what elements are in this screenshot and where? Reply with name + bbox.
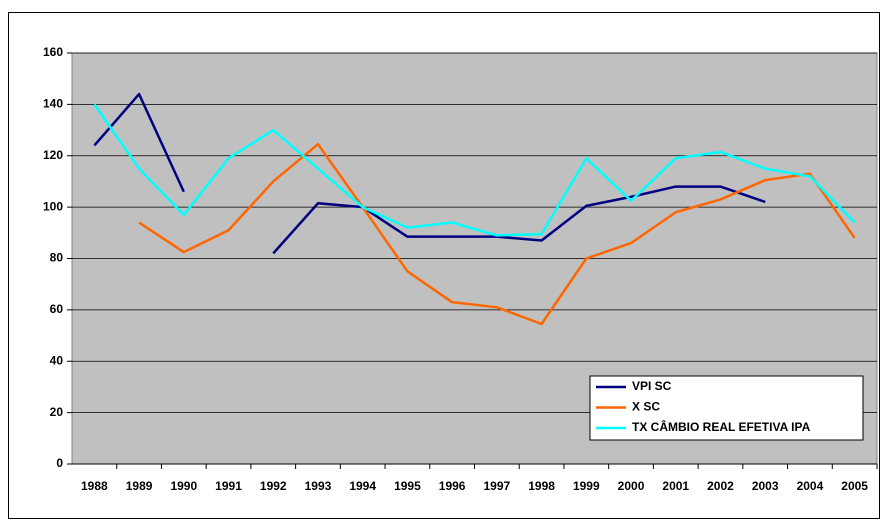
legend-label: TX CÂMBIO REAL EFETIVA IPA <box>632 419 811 434</box>
x-tick-label: 2002 <box>707 479 734 493</box>
x-tick-label: 1993 <box>305 479 332 493</box>
x-tick-label: 2005 <box>841 479 868 493</box>
series-line <box>93 92 766 255</box>
legend-box <box>589 375 864 441</box>
y-tick-label: 0 <box>56 456 63 470</box>
y-tick-label: 20 <box>50 405 64 419</box>
y-tick-label: 100 <box>43 199 63 213</box>
y-tick-label: 60 <box>50 302 64 316</box>
x-tick-label: 1988 <box>81 479 108 493</box>
y-tick-label: 40 <box>50 353 64 367</box>
x-tick-label: 2004 <box>797 479 824 493</box>
x-tick-label: 1999 <box>573 479 600 493</box>
x-tick-label: 1997 <box>484 479 511 493</box>
y-tick-label: 160 <box>43 45 63 59</box>
x-tick-label: 2000 <box>618 479 645 493</box>
x-tick-label: 1995 <box>394 479 421 493</box>
legend-label: VPI SC <box>632 379 672 393</box>
y-tick-label: 140 <box>43 97 63 111</box>
series-line <box>138 142 856 326</box>
x-tick-label: 1991 <box>215 479 242 493</box>
y-tick-label: 120 <box>43 148 63 162</box>
x-tick-label: 2003 <box>752 479 779 493</box>
x-tick-label: 2001 <box>662 479 689 493</box>
x-tick-label: 1992 <box>260 479 287 493</box>
x-tick-label: 1990 <box>170 479 197 493</box>
series-line <box>93 103 856 237</box>
x-tick-label: 1996 <box>439 479 466 493</box>
legend-label: X SC <box>632 400 660 414</box>
y-tick-label: 80 <box>50 251 64 265</box>
x-tick-label: 1989 <box>126 479 153 493</box>
x-tick-label: 1994 <box>349 479 376 493</box>
x-tick-label: 1998 <box>528 479 555 493</box>
